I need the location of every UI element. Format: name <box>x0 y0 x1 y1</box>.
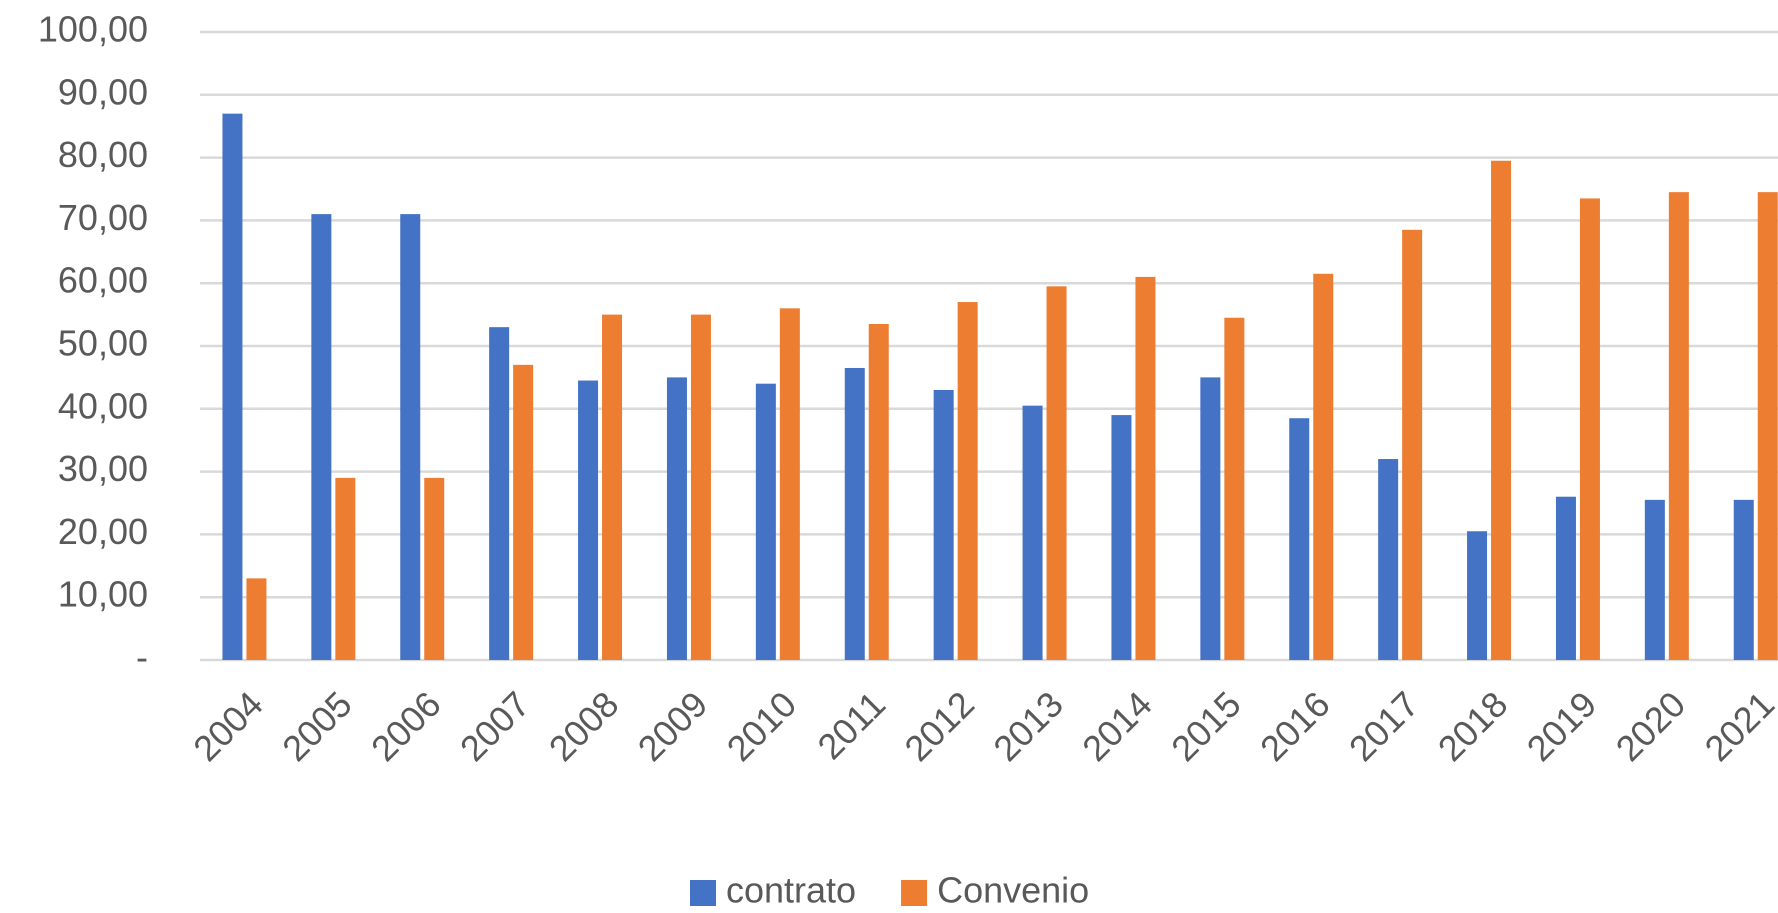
bar <box>1378 459 1399 660</box>
bar <box>311 214 332 660</box>
legend-swatch <box>690 880 716 906</box>
x-tick-label: 2019 <box>1519 683 1605 769</box>
y-tick-label: 60,00 <box>58 260 148 301</box>
bar <box>1046 286 1067 660</box>
x-tick-label: 2018 <box>1430 683 1516 769</box>
x-tick-label: 2004 <box>185 683 271 769</box>
bar <box>1467 531 1488 660</box>
bar <box>1022 405 1043 660</box>
bar <box>246 578 267 660</box>
x-tick-label: 2015 <box>1163 683 1249 769</box>
bar <box>666 377 687 660</box>
bar <box>844 367 865 660</box>
bar <box>1644 499 1665 660</box>
bar <box>933 389 954 660</box>
bar <box>957 302 978 660</box>
y-tick-label: 80,00 <box>58 134 148 175</box>
x-tick-label: 2006 <box>363 683 449 769</box>
x-tick-label: 2007 <box>452 683 538 769</box>
x-tick-label: 2014 <box>1074 683 1160 769</box>
bar <box>1289 418 1310 660</box>
x-tick-label: 2020 <box>1608 683 1694 769</box>
y-tick-label: 90,00 <box>58 71 148 112</box>
x-tick-label: 2013 <box>985 683 1071 769</box>
x-tick-label: 2021 <box>1697 683 1778 769</box>
bar <box>1313 273 1334 660</box>
bar <box>1200 377 1221 660</box>
legend-swatch <box>901 880 928 906</box>
x-tick-label: 2008 <box>541 683 627 769</box>
y-tick-label: 10,00 <box>58 574 148 615</box>
x-tick-label: 2010 <box>719 683 805 769</box>
y-tick-label: - <box>136 637 148 678</box>
bar <box>489 327 510 660</box>
x-tick-label: 2009 <box>630 683 716 769</box>
y-tick-label: 40,00 <box>58 385 148 426</box>
x-tick-label: 2017 <box>1341 683 1427 769</box>
bar <box>1402 229 1423 660</box>
bar <box>755 383 776 660</box>
bar <box>222 113 243 660</box>
bar <box>1111 415 1132 660</box>
x-tick-label: 2016 <box>1252 683 1338 769</box>
y-tick-label: 50,00 <box>58 323 148 364</box>
bar <box>513 364 534 660</box>
legend-label: Convenio <box>937 870 1089 911</box>
x-tick-label: 2012 <box>896 683 982 769</box>
x-tick-label: 2011 <box>809 683 893 767</box>
bar <box>1757 192 1778 660</box>
bar <box>1733 499 1754 660</box>
bar <box>335 477 356 660</box>
y-tick-label: 20,00 <box>58 511 148 552</box>
bar <box>690 314 711 660</box>
y-tick-label: 70,00 <box>58 197 148 238</box>
legend-label: contrato <box>726 870 856 911</box>
bar <box>400 214 421 660</box>
bar <box>1579 198 1600 661</box>
bar <box>779 308 800 660</box>
bar <box>1668 192 1689 660</box>
bar <box>868 324 889 660</box>
bar <box>424 477 445 660</box>
bar <box>1555 496 1576 660</box>
y-tick-label: 30,00 <box>58 448 148 489</box>
x-tick-label: 2005 <box>274 683 360 769</box>
bar <box>1224 317 1245 660</box>
bar <box>1491 160 1512 661</box>
y-tick-label: 100,00 <box>38 9 148 50</box>
bar <box>1135 276 1156 660</box>
bar <box>578 380 599 660</box>
bar <box>602 314 623 660</box>
